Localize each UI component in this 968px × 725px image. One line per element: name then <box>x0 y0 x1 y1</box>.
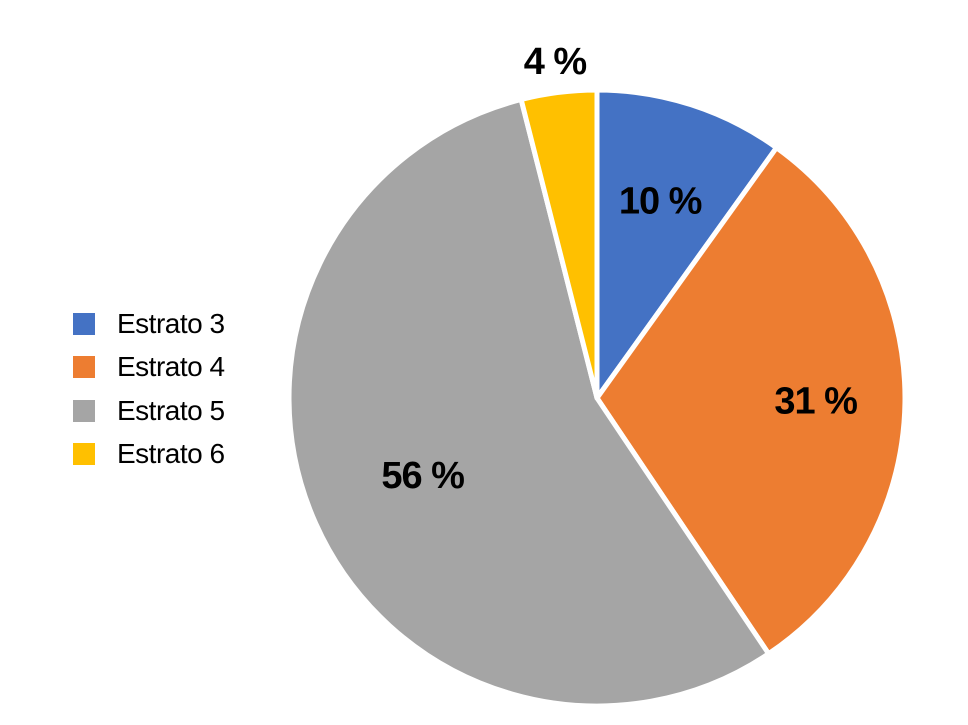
legend-item-estrato-4: Estrato 4 <box>73 346 273 390</box>
legend-swatch-estrato-3 <box>73 312 95 335</box>
legend-label-estrato-3: Estrato 3 <box>117 307 225 339</box>
legend-item-estrato-3: Estrato 3 <box>73 302 273 346</box>
legend-label-estrato-5: Estrato 5 <box>117 394 225 426</box>
chart-legend: Estrato 3 Estrato 4 Estrato 5 Estrato 6 <box>73 302 273 476</box>
legend-swatch-estrato-6 <box>73 443 95 466</box>
pie-data-labels: 10 % 31 % 56 % 4 % <box>381 41 858 497</box>
legend-swatch-estrato-4 <box>73 356 95 379</box>
legend-item-estrato-5: Estrato 5 <box>73 389 273 433</box>
data-label-estrato-4: 31 % <box>774 380 857 422</box>
legend-item-estrato-6: Estrato 6 <box>73 433 273 477</box>
legend-swatch-estrato-5 <box>73 399 95 422</box>
pie-slices <box>286 87 908 709</box>
pie-slice-estrato-4 <box>594 145 908 657</box>
legend-label-estrato-6: Estrato 6 <box>117 438 225 470</box>
data-label-estrato-5: 56 % <box>381 455 464 497</box>
pie-slice-estrato-6 <box>518 87 600 401</box>
pie-slice-estrato-3 <box>594 87 779 401</box>
pie-slice-estrato-5 <box>286 96 772 709</box>
data-label-estrato-6: 4 % <box>524 41 587 83</box>
data-label-estrato-3: 10 % <box>619 181 702 223</box>
legend-label-estrato-4: Estrato 4 <box>117 351 225 383</box>
